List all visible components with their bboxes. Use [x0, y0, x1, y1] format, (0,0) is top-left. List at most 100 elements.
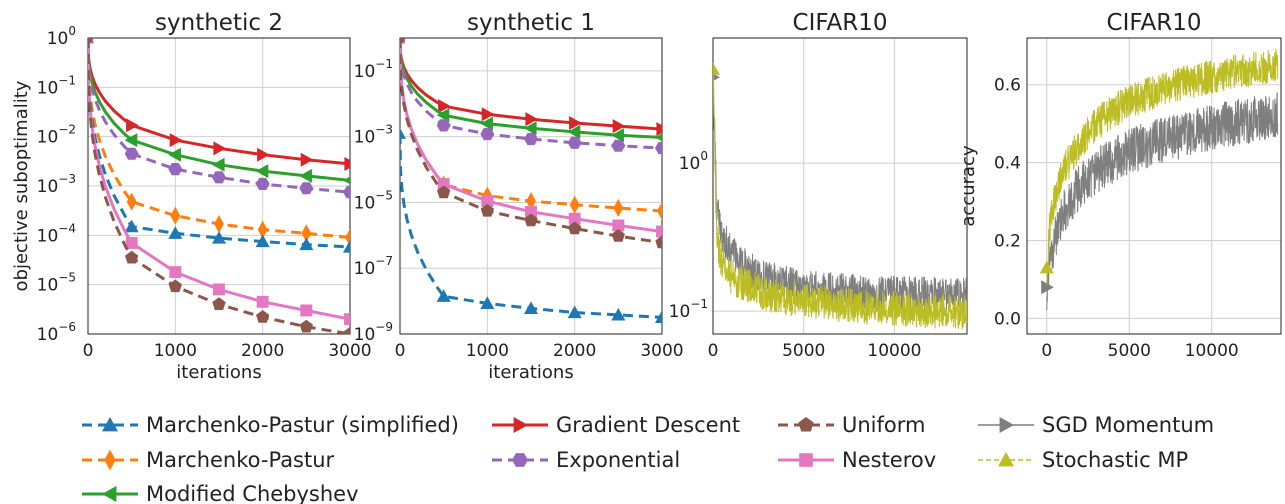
legend-label: Gradient Descent	[556, 413, 740, 437]
x-axis-label: iterations	[176, 362, 261, 383]
data-point	[213, 141, 226, 156]
y-tick-label: 0.2	[994, 232, 1021, 252]
series-line	[713, 70, 967, 312]
data-point	[126, 118, 139, 133]
data-point	[567, 136, 582, 149]
legend: Marchenko-Pastur (simplified) Marchenko-P…	[82, 413, 1214, 504]
series-area	[400, 38, 662, 323]
data-point	[168, 147, 181, 162]
legend-label: Uniform	[842, 413, 925, 437]
series-exp	[400, 38, 662, 155]
x-tick-label: 0	[395, 341, 406, 361]
chart-title: synthetic 2	[155, 10, 283, 36]
y-axis-label: objective suboptimality	[11, 80, 32, 291]
panel-3: 0 5000 10000 100 10−1 CIFAR10	[669, 10, 968, 361]
x-tick-label: 10000	[1185, 341, 1239, 361]
data-point	[525, 112, 538, 127]
x-tick-label: 2000	[241, 341, 284, 361]
legend-label: Marchenko-Pastur	[146, 448, 335, 472]
y-tick-label: 10−5	[37, 271, 76, 296]
series-area	[88, 38, 350, 334]
x-tick-label: 0	[1041, 341, 1052, 361]
legend-label: Marchenko-Pastur (simplified)	[146, 413, 459, 437]
y-tick-label: 10−2	[37, 123, 76, 148]
legend-marker	[513, 417, 528, 433]
data-point	[657, 201, 662, 221]
legend-item-nest: Nesterov	[778, 448, 936, 472]
legend-label: Modified Chebyshev	[146, 482, 359, 504]
chart-title: synthetic 1	[467, 10, 595, 36]
data-point	[438, 99, 451, 114]
data-point	[713, 73, 720, 82]
x-tick-label: 1000	[154, 341, 197, 361]
series-line	[400, 134, 662, 319]
data-point	[299, 168, 312, 183]
legend-label: Stochastic MP	[1042, 448, 1188, 472]
data-point	[1041, 280, 1054, 295]
data-point	[257, 220, 268, 239]
data-point	[567, 124, 581, 139]
series-line	[88, 38, 350, 194]
data-point	[125, 250, 139, 264]
legend-item-smp: Stochastic MP	[978, 448, 1188, 472]
data-point	[713, 62, 720, 75]
data-point	[169, 133, 183, 148]
data-point	[343, 327, 350, 334]
x-tick-label: 0	[708, 341, 719, 361]
data-point	[568, 212, 581, 225]
data-point	[299, 319, 313, 333]
data-point	[569, 116, 582, 131]
legend-item-unif: Uniform	[778, 413, 925, 437]
data-point	[343, 240, 350, 253]
y-tick-label: 10−1	[669, 297, 708, 322]
legend-item-sgdm: SGD Momentum	[978, 413, 1214, 437]
plot-frame	[712, 37, 968, 335]
data-point	[437, 178, 450, 191]
data-point	[213, 283, 225, 296]
y-tick-label: 100	[47, 24, 76, 49]
data-point	[400, 128, 406, 139]
legend-marker	[799, 453, 813, 467]
y-tick-label: 0.4	[994, 154, 1021, 174]
plot-frame	[399, 37, 663, 335]
data-point	[256, 295, 269, 308]
data-point	[345, 228, 350, 247]
legend-label: Exponential	[556, 448, 680, 472]
data-point	[343, 176, 350, 185]
data-point	[299, 182, 314, 195]
x-axis-label: iterations	[488, 362, 573, 383]
data-point	[400, 38, 406, 43]
legend-marker	[512, 453, 528, 467]
series-line	[400, 38, 662, 150]
data-point	[344, 313, 350, 326]
panel-1: 0 1000 2000 3000 100 10−1 10−2 10−3 10−4 10−5 10−6…	[11, 10, 372, 383]
x-tick-label: 0	[83, 341, 94, 361]
x-tick-label: 10000	[867, 341, 921, 361]
series-unif	[400, 38, 662, 249]
y-tick-label: 10−9	[354, 320, 393, 345]
x-tick-label: 3000	[640, 341, 683, 361]
data-point	[256, 310, 270, 323]
legend-label: Nesterov	[842, 448, 936, 472]
y-tick-label: 10−3	[354, 123, 393, 148]
x-tick-label: 1000	[466, 341, 509, 361]
series-cheb	[88, 38, 350, 185]
data-point	[170, 206, 181, 225]
y-tick-label: 10−7	[354, 254, 393, 279]
series-mps	[400, 128, 662, 323]
data-point	[168, 163, 183, 176]
data-point	[255, 164, 269, 179]
y-tick-label: 0.0	[994, 309, 1021, 329]
series-gd	[88, 38, 350, 171]
data-point	[300, 304, 313, 317]
legend-item-mp: Marchenko-Pastur	[82, 448, 335, 472]
data-point	[480, 204, 494, 217]
panel-4: 0 5000 10000 0.0 0.2 0.4 0.6 CIFAR10 accuracy	[958, 10, 1282, 361]
series-area	[1039, 48, 1279, 311]
data-point	[212, 157, 225, 172]
legend-marker	[998, 452, 1014, 467]
series-line	[88, 38, 350, 321]
data-point	[436, 108, 450, 123]
data-point	[124, 219, 139, 233]
